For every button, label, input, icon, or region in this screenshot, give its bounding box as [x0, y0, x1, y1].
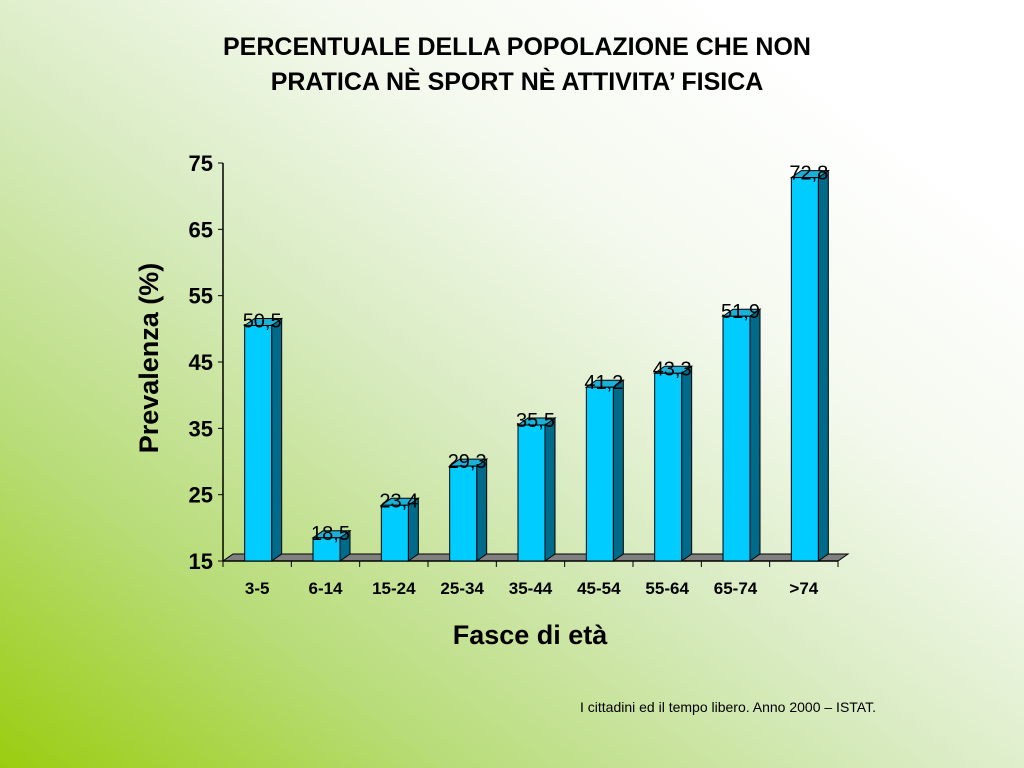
x-tick-label: 15-24 [372, 579, 416, 598]
bar [722, 315, 751, 562]
bar-side [681, 365, 693, 562]
y-tick-label: 25 [189, 483, 213, 508]
y-tick-label: 65 [189, 217, 213, 242]
data-label: 51,9 [721, 301, 760, 323]
bar [790, 177, 819, 562]
data-label: 50,5 [243, 311, 282, 333]
x-tick-label: 3-5 [245, 579, 270, 598]
data-label: 72,8 [789, 163, 828, 185]
x-tick-label: 45-54 [577, 579, 621, 598]
x-tick-label: 25-34 [440, 579, 484, 598]
bar [380, 504, 409, 562]
title-line-1: PERCENTUALE DELLA POPOLAZIONE CHE NON [223, 33, 811, 61]
source-note: I cittadini ed il tempo libero. Anno 200… [580, 699, 876, 715]
data-label: 41,2 [584, 372, 623, 394]
y-tick-label: 55 [189, 284, 213, 309]
bar-side [271, 317, 283, 562]
y-tick-label: 15 [189, 549, 213, 574]
bar [654, 372, 683, 562]
y-tick-label: 35 [189, 416, 213, 441]
data-label: 29,3 [448, 451, 487, 473]
x-tick-label: >74 [789, 579, 818, 598]
x-tick-label: 65-74 [714, 579, 758, 598]
x-tick-label: 35-44 [509, 579, 553, 598]
bar [449, 465, 478, 562]
bar-side [817, 169, 829, 562]
data-label: 43,3 [653, 358, 692, 380]
bar-side [476, 458, 488, 562]
y-tick-label: 75 [189, 151, 213, 176]
bar [585, 386, 614, 562]
bar [517, 424, 546, 562]
bar [244, 325, 273, 562]
bar [312, 537, 341, 562]
bar-side [544, 417, 556, 562]
data-label: 35,5 [516, 410, 555, 432]
y-axis-title: Prevalenza (%) [134, 263, 164, 454]
data-label: 23,4 [379, 490, 418, 512]
x-tick-label: 55-64 [645, 579, 689, 598]
bar-side [749, 308, 761, 562]
title-line-2: PRATICA NÈ SPORT NÈ ATTIVITA’ FISICA [270, 68, 764, 96]
y-tick-label: 45 [189, 350, 213, 375]
slide-title: PERCENTUALE DELLA POPOLAZIONE CHE NON PR… [0, 30, 1024, 100]
data-label: 18,5 [311, 523, 350, 545]
bar-side [612, 379, 624, 562]
x-axis-title: Fasce di età [453, 620, 609, 650]
x-tick-label: 6-14 [308, 579, 343, 598]
